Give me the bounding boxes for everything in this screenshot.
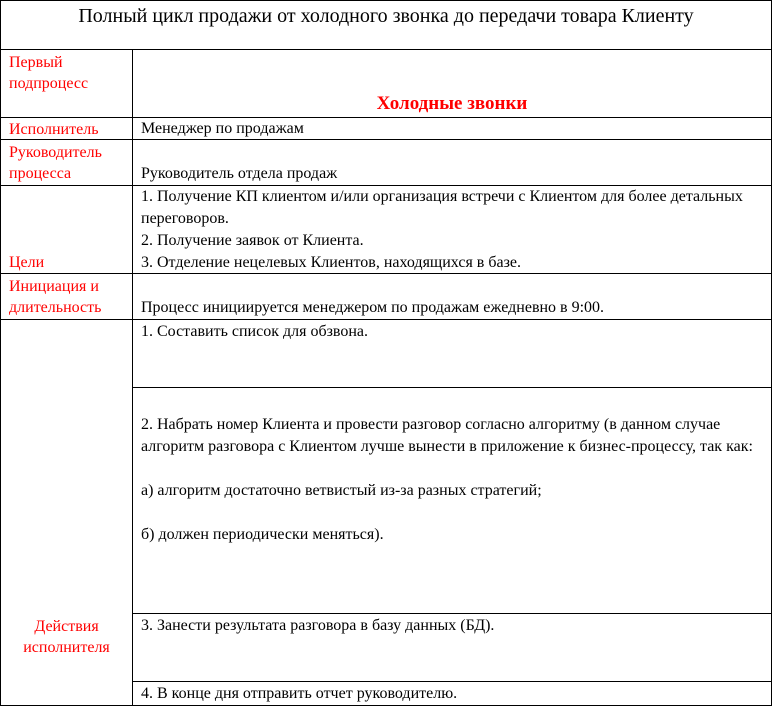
executor-value: Менеджер по продажам <box>132 117 772 140</box>
owner-label: Руководитель процесса <box>0 139 133 186</box>
goals-label: Цели <box>0 185 133 274</box>
action-step-text: 2. Набрать номер Клиента и провести разг… <box>141 416 753 455</box>
action-step: 4. В конце дня отправить отчет руководит… <box>132 681 772 706</box>
action-step: 1. Составить список для обзвона. <box>132 319 772 388</box>
executor-label: Исполнитель <box>0 117 133 140</box>
action-step-option-b: б) должен периодически меняться). <box>141 526 384 543</box>
document-title: Полный цикл продажи от холодного звонка … <box>0 0 772 50</box>
subprocess-name: Холодные звонки <box>376 93 528 114</box>
goal-item: 3. Отделение нецелевых Клиентов, находящ… <box>141 254 522 271</box>
goal-item: 1. Получение КП клиентом и/или организац… <box>141 188 743 227</box>
initiation-value: Процесс инициируется менеджером по прода… <box>141 299 605 316</box>
subprocess-label: Первый подпроцесс <box>0 49 133 118</box>
owner-value: Руководитель отдела продаж <box>141 165 338 182</box>
goal-item: 2. Получение заявок от Клиента. <box>141 232 364 249</box>
goals-cell: 1. Получение КП клиентом и/или организац… <box>132 185 772 274</box>
actions-label: Действия исполнителя <box>0 319 133 706</box>
initiation-cell: Процесс инициируется менеджером по прода… <box>132 273 772 320</box>
subprocess-cell: Холодные звонки <box>132 49 772 118</box>
owner-cell: Руководитель отдела продаж <box>132 139 772 186</box>
action-step: 3. Занести результата разговора в базу д… <box>132 613 772 682</box>
initiation-label: Инициация и длительность <box>0 273 133 320</box>
action-step: 2. Набрать номер Клиента и провести разг… <box>132 387 772 614</box>
goals-label-text: Цели <box>9 254 45 271</box>
action-step-option-a: а) алгоритм достаточно ветвистый из-за р… <box>141 482 542 499</box>
